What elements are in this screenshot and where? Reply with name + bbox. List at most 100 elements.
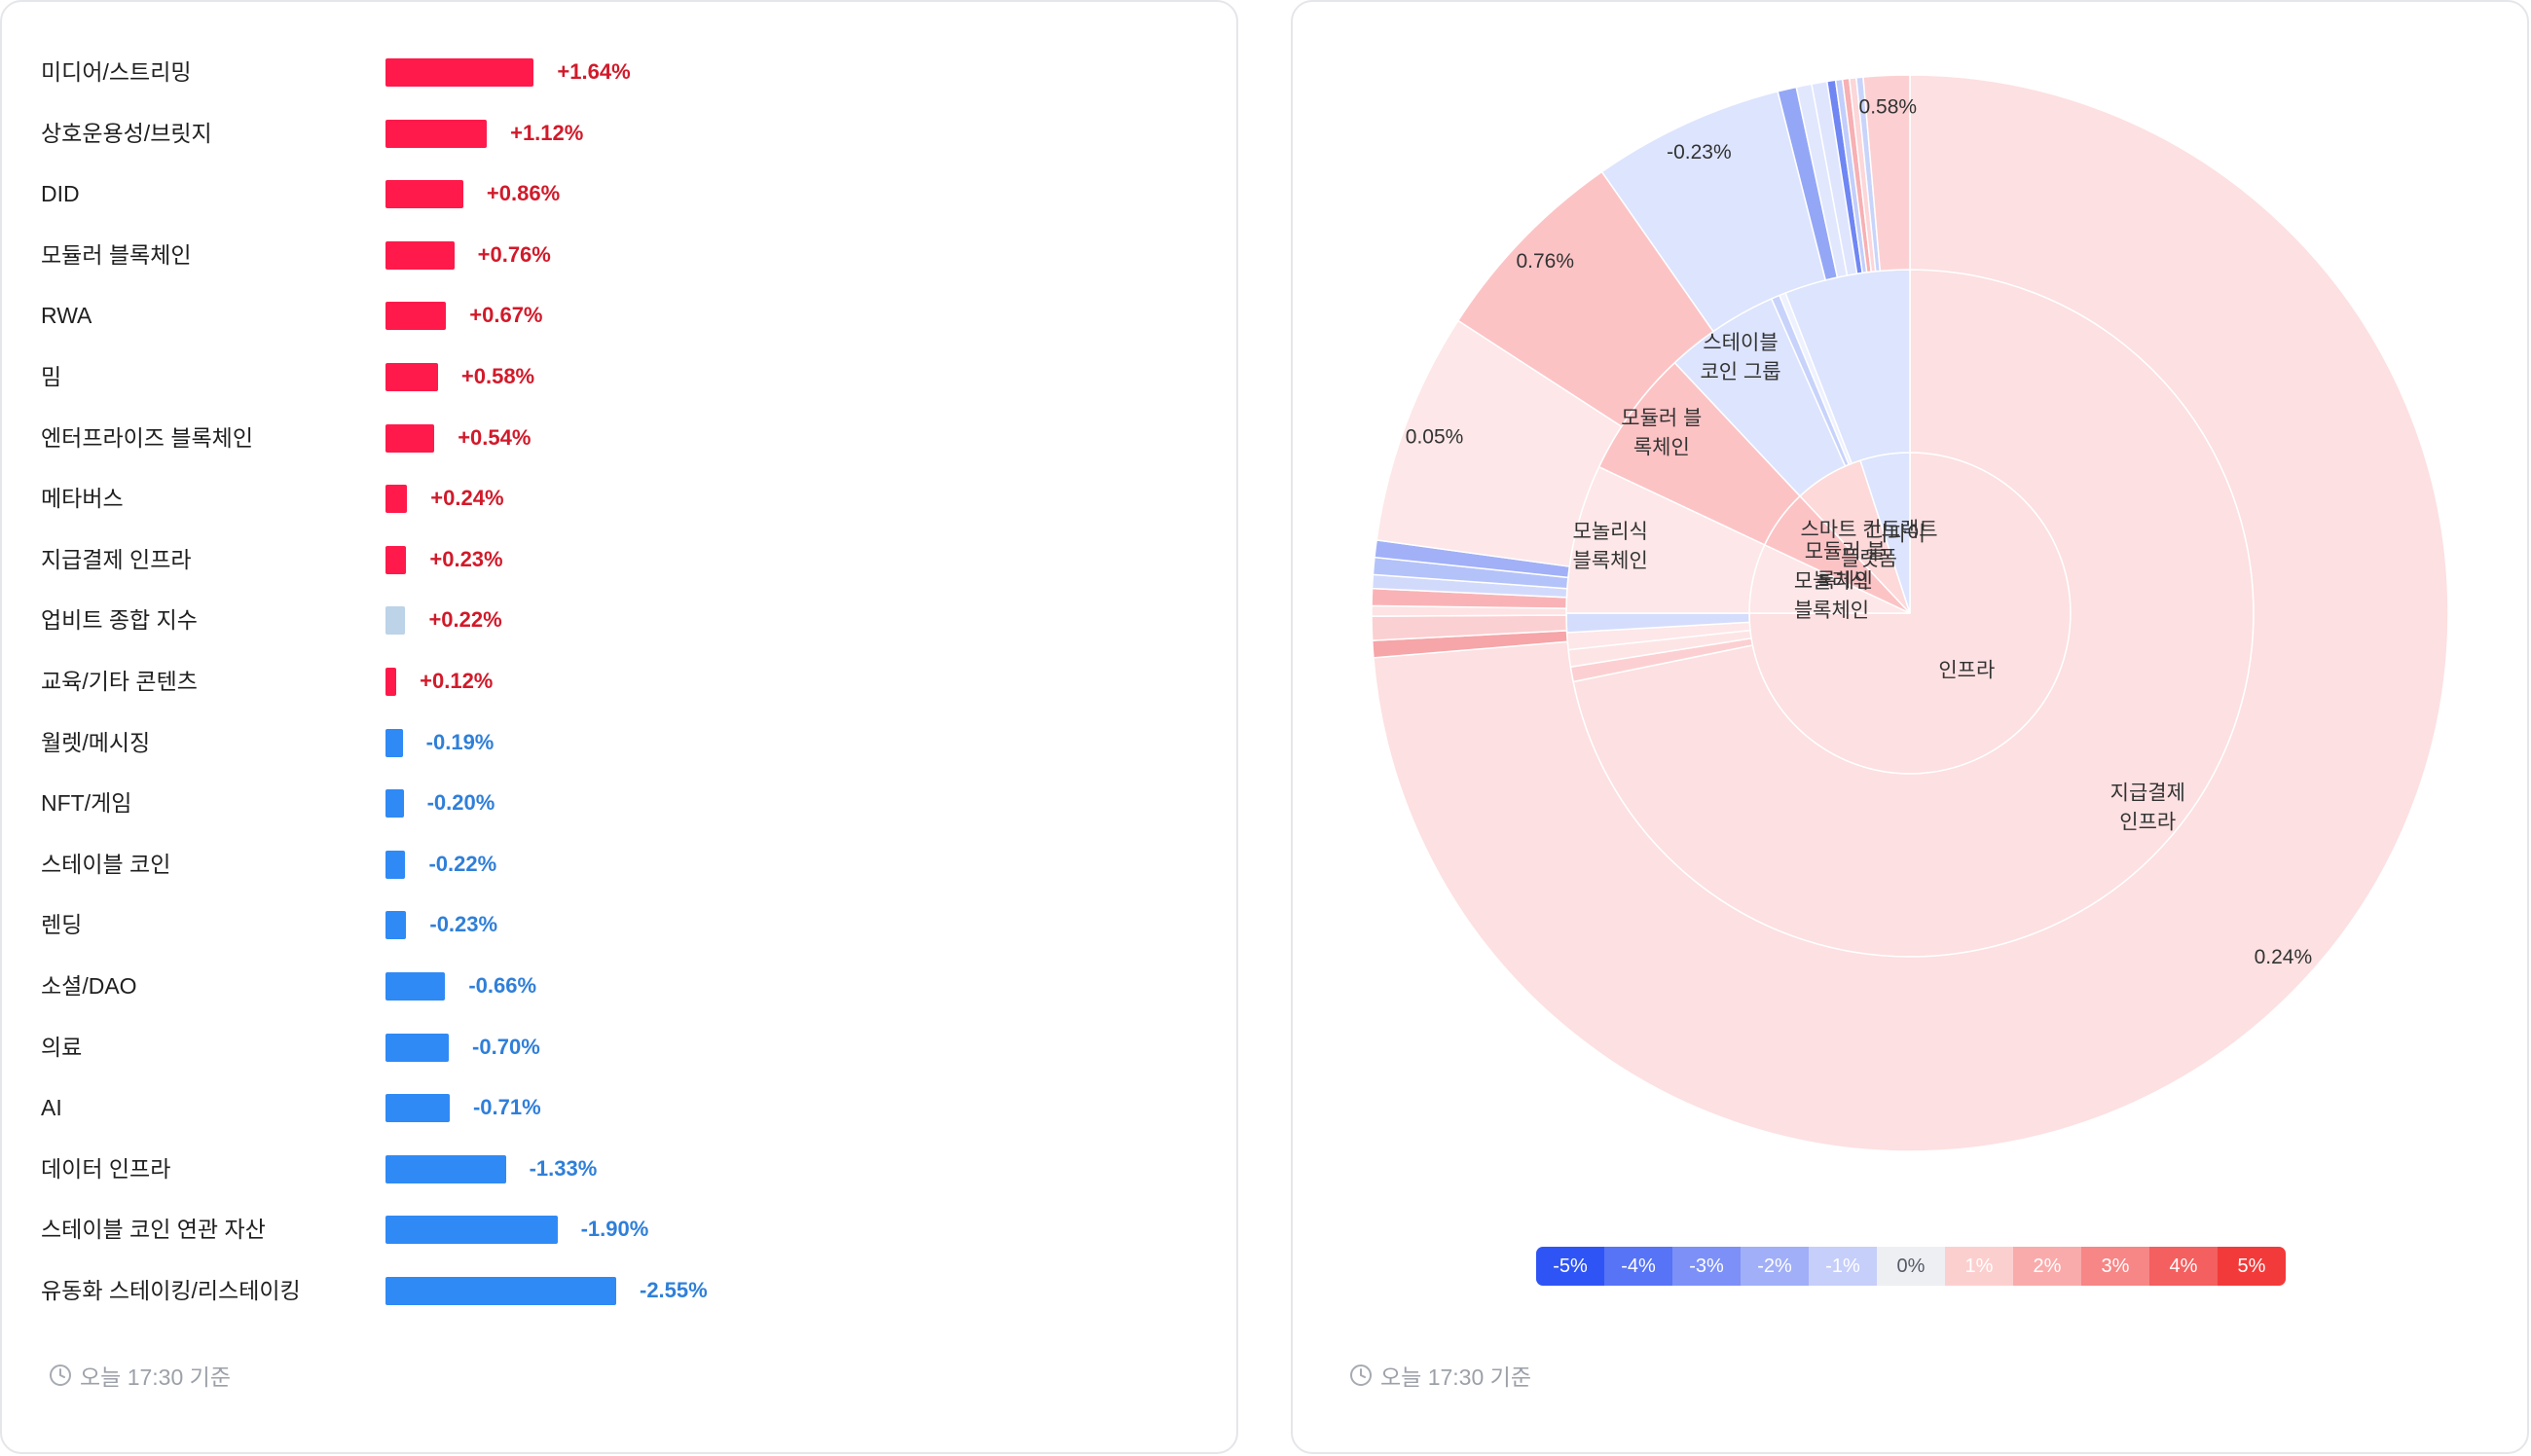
bar (385, 58, 534, 87)
bar (385, 606, 406, 636)
bar-row[interactable]: 유동화 스테이킹/리스테이킹 -2.55% (2, 1271, 1238, 1310)
bar (385, 789, 404, 819)
value-label: -0.70% (472, 1034, 540, 1059)
category-label: 의료 (41, 1034, 83, 1060)
bar-row[interactable]: 데이터 인프라 -1.33% (2, 1149, 1238, 1188)
value-label: +0.86% (486, 181, 561, 206)
bar-timestamp: 오늘 17:30 기준 (49, 1359, 231, 1392)
bar (385, 850, 406, 879)
bar (385, 485, 408, 514)
legend-swatch: -4% (1604, 1247, 1672, 1286)
bar (385, 302, 447, 331)
sunburst-label: 0.05% (1406, 426, 1464, 449)
bar-row[interactable]: 상호운용성/브릿지 +1.12% (2, 114, 1238, 153)
legend-swatch: 4% (2149, 1247, 2218, 1286)
value-label: -2.55% (640, 1278, 708, 1302)
sunburst-segment[interactable] (1373, 74, 2449, 1152)
value-label: +0.76% (477, 241, 551, 267)
sunburst-label: 스마트 컨트랙트 플랫폼 (1800, 519, 1937, 570)
sunburst-label: 0.76% (1516, 250, 1574, 273)
sunburst-label: 지급결제 인프라 (2110, 783, 2185, 834)
value-label: +0.12% (420, 669, 494, 693)
bar-row[interactable]: 미디어/스트리밍 +1.64% (2, 53, 1238, 91)
bar (385, 972, 446, 1001)
sunburst-segment[interactable] (1862, 74, 1911, 273)
category-label: AI (41, 1095, 62, 1121)
category-label: 메타버스 (41, 486, 124, 512)
bar-row[interactable]: 스테이블 코인 연관 자산 -1.90% (2, 1210, 1238, 1249)
legend-swatch: -5% (1536, 1247, 1604, 1286)
bar-row[interactable]: RWA +0.67% (2, 296, 1238, 335)
bar-row[interactable]: 메타버스 +0.24% (2, 479, 1238, 518)
bar (385, 240, 455, 270)
bar-row[interactable]: 렌딩 -0.23% (2, 905, 1238, 944)
category-label: RWA (41, 303, 92, 329)
sunburst-label: 스테이블 코인 그룹 (1700, 332, 1780, 383)
category-label: DID (41, 181, 80, 207)
value-label: -0.66% (468, 973, 537, 998)
value-label: +0.58% (460, 364, 535, 388)
value-label: +1.64% (557, 59, 631, 84)
category-label: NFT/게임 (41, 790, 132, 817)
bar-row[interactable]: 월렛/메시징 -0.19% (2, 723, 1238, 762)
category-label: 업비트 종합 지수 (41, 607, 198, 634)
bar (385, 1094, 450, 1123)
value-label: -1.90% (580, 1217, 649, 1242)
legend-swatch: -1% (1809, 1247, 1877, 1286)
bar (385, 180, 463, 209)
legend-swatch: -3% (1672, 1247, 1741, 1286)
bar-row[interactable]: NFT/게임 -0.20% (2, 783, 1238, 822)
color-scale-legend: -5% -4% -3% -2% -1% 0% 1% 2% 3% 4% 5% (1536, 1247, 2286, 1286)
bar (385, 1277, 616, 1305)
sector-bar-card: 미디어/스트리밍 +1.64% 상호운용성/브릿지 +1.12% DID +0.86% 모듈… (0, 0, 1238, 1454)
category-label: 유동화 스테이킹/리스테이킹 (41, 1278, 301, 1303)
clock-icon (1350, 1365, 1372, 1386)
value-label: +0.23% (429, 546, 503, 571)
value-label: +0.22% (428, 607, 502, 633)
category-label: 렌딩 (41, 912, 83, 938)
value-label: +1.12% (510, 120, 584, 145)
bar-row[interactable]: 밈 +0.58% (2, 357, 1238, 396)
category-label: 상호운용성/브릿지 (41, 120, 212, 146)
bar-row[interactable]: 소셜/DAO -0.66% (2, 966, 1238, 1005)
sunburst-label: 0.24% (2255, 946, 2313, 968)
bar (385, 668, 397, 696)
category-label: 엔터프라이즈 블록체인 (41, 424, 253, 451)
value-label: -0.19% (425, 729, 495, 754)
category-label: 데이터 인프라 (41, 1155, 171, 1182)
sunburst-label: 인프라 (1938, 659, 1995, 681)
timestamp-text: 오늘 17:30 기준 (1380, 1365, 1531, 1390)
sunburst-timestamp: 오늘 17:30 기준 (1349, 1359, 1531, 1392)
value-label: +0.54% (458, 424, 532, 450)
legend-swatch: 2% (2013, 1247, 2081, 1286)
legend-swatch: -2% (1741, 1247, 1809, 1286)
bar-row[interactable]: 의료 -0.70% (2, 1028, 1238, 1067)
timestamp-text: 오늘 17:30 기준 (80, 1365, 231, 1390)
sunburst-label: 모듈러 블 록체인 (1621, 408, 1702, 459)
bar (385, 423, 435, 453)
bar (385, 1033, 450, 1062)
bar-row[interactable]: 스테이블 코인 -0.22% (2, 845, 1238, 884)
bar (385, 911, 407, 940)
value-label: -1.33% (529, 1155, 598, 1181)
legend-swatch: 3% (2081, 1247, 2149, 1286)
bar (385, 363, 438, 391)
bar-row[interactable]: 지급결제 인프라 +0.23% (2, 540, 1238, 579)
bar-row[interactable]: 교육/기타 콘텐츠 +0.12% (2, 662, 1238, 701)
sunburst-label: 모놀리식 블록체인 (1794, 570, 1869, 622)
bar-row[interactable]: DID +0.86% (2, 174, 1238, 213)
value-label: -0.22% (428, 851, 497, 876)
legend-swatch: 0% (1877, 1247, 1945, 1286)
category-label: 스테이블 코인 (41, 851, 171, 877)
bar-row[interactable]: AI -0.71% (2, 1088, 1238, 1127)
sunburst-label: 모놀리식 블록체인 (1573, 521, 1648, 572)
value-label: -0.20% (426, 790, 495, 816)
bar-row[interactable]: 업비트 종합 지수 +0.22% (2, 601, 1238, 639)
bar-row[interactable]: 엔터프라이즈 블록체인 +0.54% (2, 419, 1238, 457)
value-label: +0.24% (430, 486, 504, 511)
bar-row[interactable]: 모듈러 블록체인 +0.76% (2, 236, 1238, 274)
legend-swatch: 5% (2218, 1247, 2286, 1286)
sunburst-label: 디파이 (1869, 524, 1926, 546)
category-label: 월렛/메시징 (41, 729, 151, 755)
